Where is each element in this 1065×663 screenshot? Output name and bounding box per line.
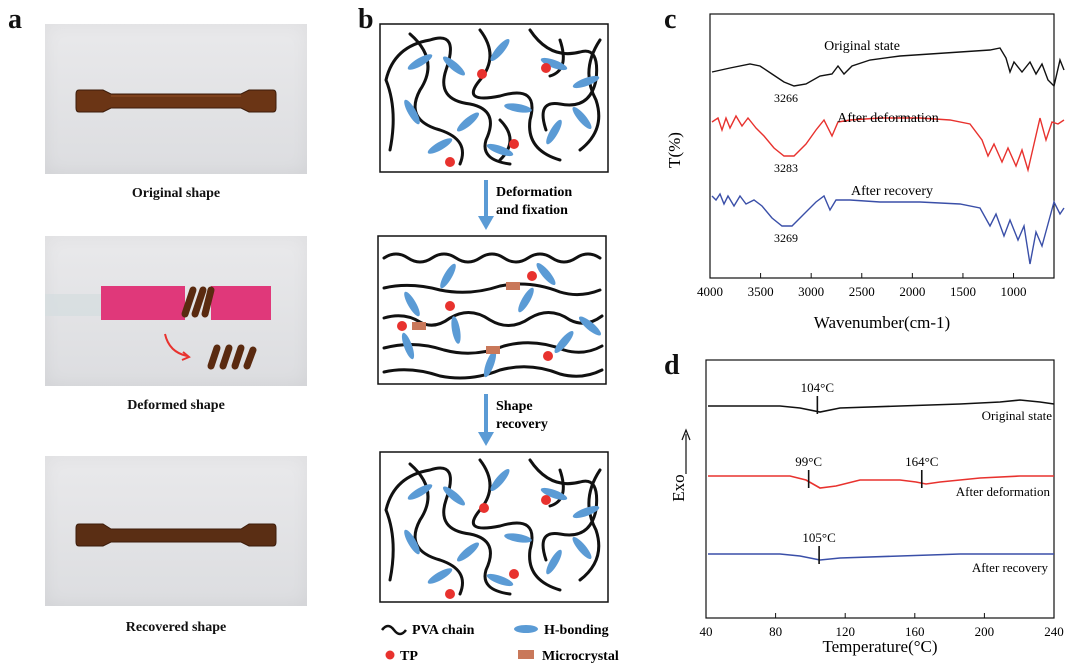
ftir-chart: 4000 3500 3000 2500 2000 1500 1000 T(%) Wavenu… [665, 13, 1065, 332]
dsc-series-deformation-label: After deformation [956, 484, 1051, 499]
dsc-series-original-label: Original state [982, 408, 1053, 423]
dsc-ylabel: Exo [669, 474, 688, 501]
panel-b-letter: b [358, 4, 374, 35]
hbonds-3 [404, 468, 600, 587]
hbonds-1 [404, 38, 600, 157]
ftir-peak-deformation: 3283 [774, 161, 798, 175]
dsc-transition-label: 105°C [802, 530, 835, 545]
photo-recovered [45, 456, 307, 606]
ftir-x-ticks: 4000 3500 3000 2500 2000 1500 1000 [697, 273, 1027, 299]
caption-deformed: Deformed shape [127, 398, 225, 413]
ftir-series-original-label: Original state [824, 39, 900, 54]
panel-c-letter: c [664, 4, 677, 35]
photo-original [45, 24, 307, 174]
microcrystals-2 [412, 282, 520, 354]
ftir-plot-frame [709, 13, 1055, 279]
ftir-tick-label: 3000 [798, 284, 824, 299]
legend-hbond-symbol [514, 625, 538, 633]
dsc-tick-label: 240 [1044, 624, 1064, 639]
dsc-tick-label: 160 [905, 624, 925, 639]
dsc-tick-label: 200 [975, 624, 995, 639]
dsc-transition-label: 104°C [801, 380, 834, 395]
photo-deformed [45, 236, 307, 386]
dsc-series-recovery-label: After recovery [972, 560, 1049, 575]
caption-original: Original shape [131, 186, 221, 201]
dsc-series-deformation [708, 475, 1054, 489]
ftir-tick-label: 2500 [849, 284, 875, 299]
ftir-tick-label: 3500 [748, 284, 774, 299]
ftir-xlabel: Wavenumber(cm-1) [814, 313, 950, 332]
panel-d-letter: d [664, 350, 680, 381]
dsc-tick-label: 120 [835, 624, 855, 639]
ftir-series-original [711, 47, 1065, 88]
ftir-tick-label: 1500 [950, 284, 976, 299]
dsc-plot-frame [705, 359, 1055, 619]
ftir-series-recovery [711, 192, 1065, 265]
tp-dots-3 [445, 495, 551, 599]
ftir-series-deformation [711, 114, 1065, 173]
arrow-recovery [478, 394, 494, 446]
ftir-tick-label: 1000 [1001, 284, 1027, 299]
hbonds-2 [401, 262, 602, 378]
pva-chains-2 [382, 252, 604, 380]
arrow1-label-line1: Deformation [496, 185, 572, 200]
ftir-peak-recovery: 3269 [774, 231, 798, 245]
ftir-tick-label: 4000 [697, 284, 723, 299]
arrow2-label-line1: Shape [496, 399, 533, 414]
arrow1-label-line2: and fixation [496, 203, 568, 218]
network-schematic: Deformation and fixation [377, 23, 619, 663]
dsc-transition-label: 99°C [795, 454, 822, 469]
legend-pva-label: PVA chain [412, 623, 475, 638]
dsc-tick-label: 40 [700, 624, 713, 639]
dumbbell-recovered [75, 523, 277, 547]
arrow-deformation [478, 180, 494, 230]
tp-dots-2 [397, 271, 553, 361]
legend-micro-label: Microcrystal [542, 649, 619, 663]
deformed-sample [45, 286, 271, 370]
dsc-chart: 40 80 120 160 200 240 Exo Temperature(°C) Ori… [669, 359, 1064, 656]
dsc-series-recovery [708, 553, 1054, 561]
dsc-xlabel: Temperature(°C) [822, 637, 937, 656]
exo-arrowhead [681, 428, 691, 441]
caption-recovered: Recovered shape [125, 620, 227, 635]
dsc-series-original [708, 399, 1055, 413]
tp-dots-1 [445, 63, 551, 167]
dsc-transition-label: 164°C [905, 454, 938, 469]
dsc-tick-label: 80 [769, 624, 782, 639]
ftir-ylabel: T(%) [665, 132, 684, 168]
dsc-x-ticks: 40 80 120 160 200 240 [700, 613, 1064, 639]
dumbbell-original [75, 89, 277, 113]
ftir-peak-original: 3266 [774, 91, 798, 105]
dsc-markers: 104°C 99°C 164°C 105°C [795, 380, 938, 564]
legend-micro-symbol [518, 650, 534, 659]
arrow2-label-line2: recovery [496, 417, 548, 432]
legend-tp-symbol [385, 650, 395, 660]
ftir-series-deformation-label: After deformation [837, 111, 938, 126]
legend-hbond-label: H-bonding [544, 623, 609, 638]
ftir-series-recovery-label: After recovery [851, 184, 933, 199]
legend-pva-symbol [381, 624, 407, 636]
panel-a-letter: a [8, 4, 22, 35]
ftir-tick-label: 2000 [899, 284, 925, 299]
legend-tp-label: TP [400, 649, 418, 663]
